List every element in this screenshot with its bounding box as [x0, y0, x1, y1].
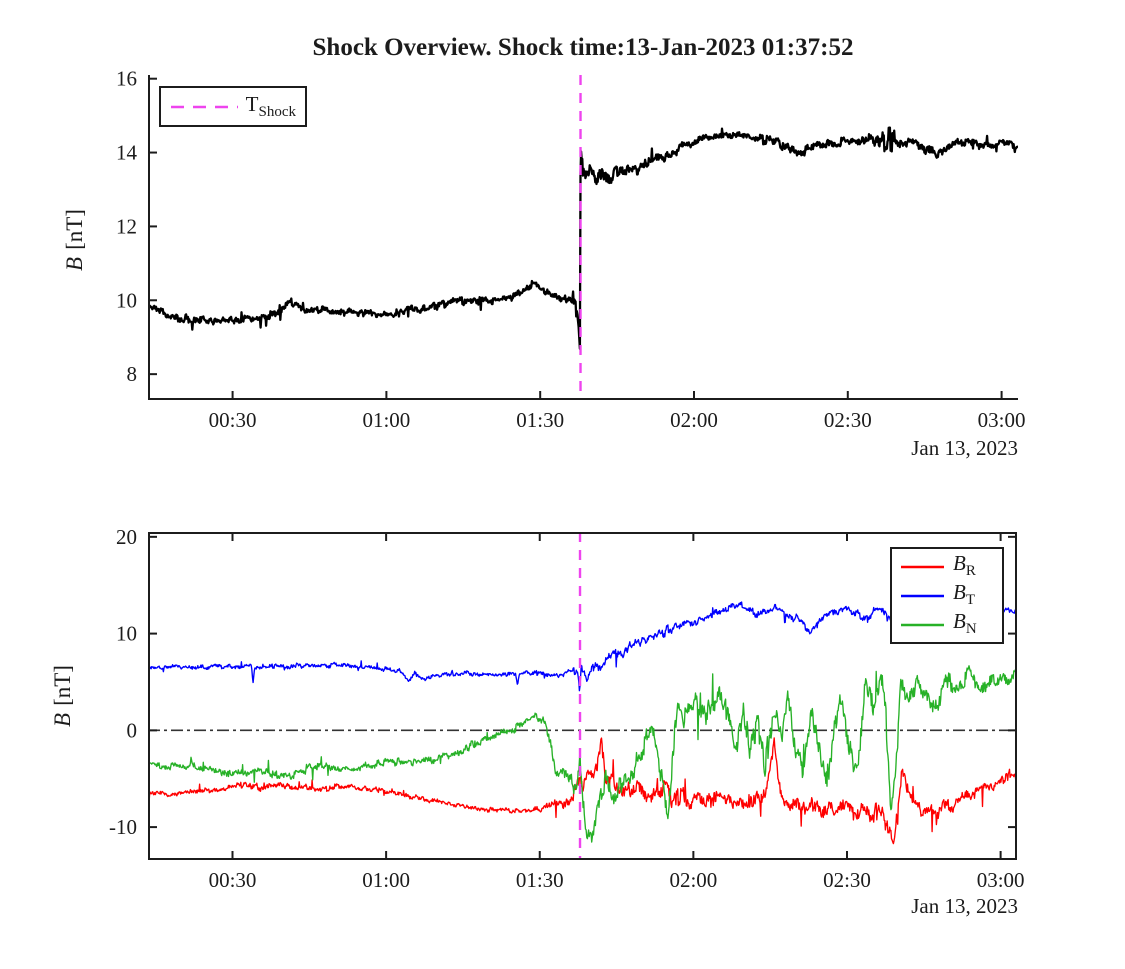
bottom-panel-date-label: Jan 13, 2023: [911, 894, 1018, 918]
series-path-B_N: [148, 665, 1017, 843]
legend-row-bt: BT: [900, 582, 994, 608]
br-line-sample-icon: [901, 565, 944, 568]
top-panel-b-magnitude-plot: 8 10 12 14 16 00:30 01:00 01:30 02:00 02:30 03:00: [116, 67, 1026, 432]
components-legend: BR BT BN: [890, 547, 1004, 644]
x-tick-label: 03:00: [978, 408, 1026, 432]
series-path-B: [148, 126, 1018, 350]
panel-border: [148, 532, 1017, 860]
x-tick-label: 02:00: [670, 408, 718, 432]
x-tick-label: 01:00: [362, 868, 410, 892]
x-tick-label: 01:30: [516, 868, 564, 892]
y-axis-unit: [nT]: [62, 209, 87, 250]
y-tick-label: 10: [116, 622, 137, 646]
shock-time-legend: TShock: [159, 86, 307, 127]
y-tick-label: 0: [127, 718, 138, 742]
top-panel-y-axis-label: B [nT]: [62, 209, 88, 271]
bn-legend-label: BN: [953, 609, 977, 638]
y-tick-label: -10: [109, 815, 137, 839]
y-tick-label: 16: [116, 67, 137, 91]
x-tick-label: 00:30: [209, 408, 257, 432]
legend-row-bn: BN: [900, 611, 994, 637]
x-tick-label: 02:00: [669, 868, 717, 892]
x-tick-label: 03:00: [977, 868, 1025, 892]
y-axis-unit: [nT]: [50, 665, 75, 706]
y-tick-label: 20: [116, 525, 137, 549]
shock-line-sample-icon: [171, 105, 238, 108]
bt-legend-label: BT: [953, 580, 975, 609]
x-tick-label: 02:30: [823, 868, 871, 892]
top-panel-date-label: Jan 13, 2023: [911, 436, 1018, 460]
series-path-B_T: [148, 601, 1017, 692]
y-tick-label: 14: [116, 141, 138, 165]
x-tick-label: 01:30: [516, 408, 564, 432]
br-legend-label: BR: [953, 551, 976, 580]
figure-title: Shock Overview. Shock time:13-Jan-2023 0…: [312, 34, 854, 61]
y-tick-label: 10: [116, 288, 137, 312]
x-tick-label: 01:00: [362, 408, 410, 432]
x-tick-label: 00:30: [209, 868, 257, 892]
bottom-panel-y-axis-label: B [nT]: [50, 665, 76, 727]
shock-legend-label: TShock: [245, 91, 296, 121]
y-axis-variable: B: [50, 712, 75, 727]
x-tick-label: 02:30: [824, 408, 872, 432]
bottom-panel-b-components-plot: -10 0 10 20 00:30 01:00 01:30 02:00 02:30 03:00: [109, 525, 1025, 892]
legend-row-br: BR: [900, 553, 994, 579]
y-axis-variable: B: [62, 256, 87, 271]
y-tick-label: 12: [116, 214, 137, 238]
y-tick-label: 8: [127, 362, 138, 386]
bn-line-sample-icon: [901, 623, 944, 626]
bt-line-sample-icon: [901, 594, 944, 597]
